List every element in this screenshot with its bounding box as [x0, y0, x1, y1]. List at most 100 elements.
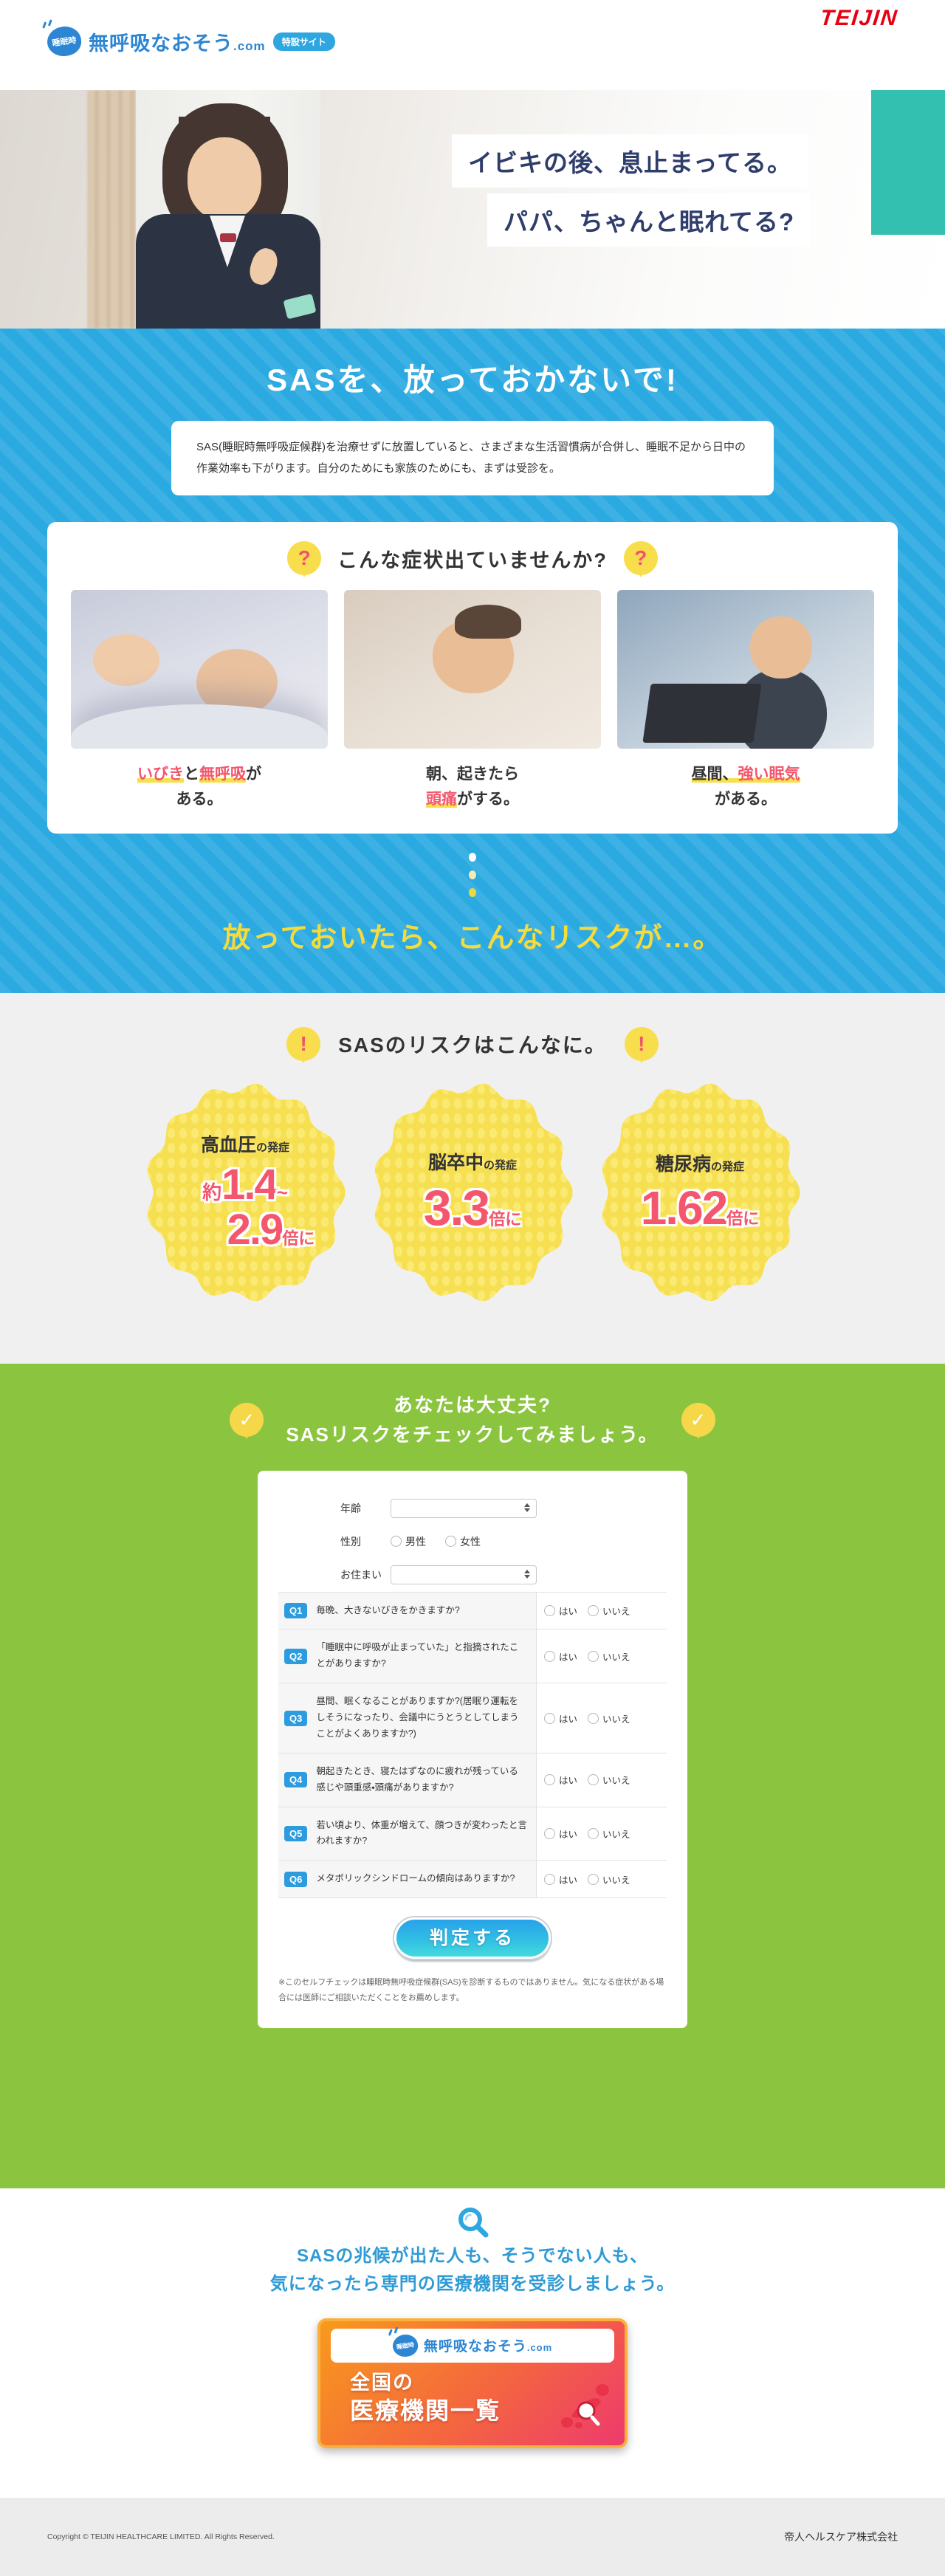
self-check-section: ✓ あなたは大丈夫? SASリスクをチェックしてみましょう。 ✓ 年齢 性別 男… [0, 1364, 945, 2188]
q3-no-radio[interactable]: いいえ [588, 1711, 630, 1725]
radio-icon [544, 1873, 555, 1885]
check-disclaimer: ※このセルフチェックは睡眠時無呼吸症候群(SAS)を診断するものではありません。… [278, 1978, 664, 2003]
intro-section: SASを、放っておかないで! SAS(睡眠時無呼吸症候群)を治療せずに放置してい… [0, 329, 945, 993]
risk-badge-hypertension: 高血圧の発症 約1.4~ 2.9倍に [142, 1082, 348, 1303]
age-select[interactable] [391, 1498, 537, 1518]
q1-yes-radio[interactable]: はい [544, 1604, 577, 1618]
cta-logo: 睡眠時 無呼吸なおそう.com [331, 2328, 614, 2363]
radio-icon [544, 1774, 555, 1786]
site-header: 睡眠時 無呼吸なおそう.com 特設サイト TEIJIN [0, 0, 945, 90]
residence-label: お住まい [340, 1568, 382, 1581]
q4-badge: Q4 [284, 1772, 308, 1788]
symptoms-heading: こんな症状出ていませんか? [337, 549, 608, 571]
judge-button[interactable]: 判定する [394, 1917, 551, 1960]
sleep-bubble-icon: 睡眠時 [45, 24, 83, 59]
select-arrows-icon [524, 1502, 530, 1512]
symptom-caption: 朝、起きたら 頭痛がする。 [426, 766, 519, 808]
hero-curtain-decor [87, 90, 136, 329]
question-row-q2: Q2 「睡眠中に呼吸が止まっていた」と指摘されたことがありますか? はい いいえ [278, 1629, 667, 1684]
question-row-q5: Q5 若い頃より、体重が増えて、顔つきが変わったと言われますか? はい いいえ [278, 1807, 667, 1861]
logo-title: 無呼吸なおそう.com [89, 32, 266, 55]
q4-no-radio[interactable]: いいえ [588, 1773, 630, 1787]
q1-badge: Q1 [284, 1603, 308, 1619]
q4-yes-radio[interactable]: はい [544, 1773, 577, 1787]
symptom-photo-snoring [71, 590, 328, 749]
q6-yes-radio[interactable]: はい [544, 1872, 577, 1886]
cta-big-line1: 全国の [350, 2371, 414, 2394]
sleep-bubble-icon: 睡眠時 [391, 2332, 419, 2359]
symptom-caption: 昼間、強い眠気 がある。 [691, 766, 800, 808]
transition-dots-decor [0, 853, 945, 898]
exclaim-balloon-icon: ! [624, 1027, 659, 1061]
q2-no-radio[interactable]: いいえ [588, 1649, 630, 1663]
hero-copy-line1: イビキの後、息止まってる。 [452, 134, 809, 188]
radio-icon [391, 1536, 402, 1548]
hero-teal-decor [871, 90, 945, 235]
company-name: 帝人ヘルスケア株式会社 [784, 2531, 898, 2543]
radio-icon [544, 1712, 555, 1724]
radio-icon [544, 1827, 555, 1839]
symptom-item-snoring: いびきと無呼吸が ある。 [71, 590, 328, 811]
copyright-text: Copyright © TEIJIN HEALTHCARE LIMITED. A… [47, 2532, 275, 2541]
question-table: Q1 毎晩、大きないびきをかきますか? はい いいえ Q2 「睡眠中に呼吸が止まって… [278, 1591, 667, 1899]
radio-icon [588, 1650, 599, 1662]
magnifier-icon [0, 2205, 945, 2242]
intro-heading: SASを、放っておかないで! [267, 363, 678, 397]
question-row-q4: Q4 朝起きたとき、寝たはずなのに疲れが残っている感じや頭重感・頭痛がありますか?… [278, 1753, 667, 1807]
symptom-item-headache: 朝、起きたら 頭痛がする。 [344, 590, 601, 811]
select-arrows-icon [524, 1569, 530, 1579]
radio-icon [445, 1536, 456, 1548]
q6-no-radio[interactable]: いいえ [588, 1872, 630, 1886]
exclaim-balloon-icon: ! [286, 1027, 321, 1061]
question-row-q3: Q3 昼間、眠くなることがありますか?(居眠り運転をしそうになったり、会議中にうと… [278, 1683, 667, 1754]
check-heading-line1: あなたは大丈夫? [394, 1394, 551, 1416]
gender-male-radio[interactable]: 男性 [391, 1534, 426, 1549]
check-heading-line2: SASリスクをチェックしてみましょう。 [286, 1423, 659, 1446]
radio-icon [588, 1873, 599, 1885]
symptoms-card: ? こんな症状出ていませんか? ? いびきと無呼吸が ある。 朝、起きたら 頭痛 [47, 522, 898, 834]
site-footer: Copyright © TEIJIN HEALTHCARE LIMITED. A… [0, 2498, 945, 2576]
teijin-logo[interactable]: TEIJIN [818, 6, 899, 30]
special-site-badge: 特設サイト [272, 32, 335, 51]
intro-body: SAS(睡眠時無呼吸症候群)を治療せずに放置していると、さまざまな生活習慣病が合… [196, 441, 746, 475]
question-balloon-icon: ? [623, 541, 658, 575]
radio-icon [544, 1605, 555, 1617]
symptom-photo-sleepiness [617, 590, 874, 749]
q1-no-radio[interactable]: いいえ [588, 1604, 630, 1618]
residence-select[interactable] [391, 1565, 537, 1584]
intro-box: SAS(睡眠時無呼吸症候群)を治療せずに放置していると、さまざまな生活習慣病が合… [171, 421, 774, 495]
age-label: 年齢 [340, 1502, 361, 1514]
medical-institutions-button[interactable]: 睡眠時 無呼吸なおそう.com 全国の 医療機関一覧 [317, 2318, 628, 2448]
risk-badge-stroke: 脳卒中の発症 3.3倍に [369, 1082, 576, 1303]
gender-female-radio[interactable]: 女性 [445, 1534, 481, 1549]
risk-section: ! SASのリスクはこんなに。 ! 高血圧の発症 約1.4~ 2.9倍に 脳卒中… [0, 993, 945, 1364]
symptom-item-sleepiness: 昼間、強い眠気 がある。 [617, 590, 874, 811]
cta-line2: 気になったら専門の医療機関を受診しましょう。 [269, 2274, 676, 2295]
radio-icon [544, 1650, 555, 1662]
q5-badge: Q5 [284, 1825, 308, 1841]
cta-big-line2: 医療機関一覧 [350, 2397, 501, 2424]
radio-icon [588, 1605, 599, 1617]
symptom-photo-headache [344, 590, 601, 749]
q5-yes-radio[interactable]: はい [544, 1827, 577, 1841]
risk-heading: SASのリスクはこんなに。 [338, 1034, 607, 1057]
hero-banner: イビキの後、息止まってる。 パパ、ちゃんと眠れてる? [0, 90, 945, 329]
q2-yes-radio[interactable]: はい [544, 1649, 577, 1663]
radio-icon [588, 1712, 599, 1724]
q5-no-radio[interactable]: いいえ [588, 1827, 630, 1841]
logo-bubble-label: 睡眠時 [51, 35, 78, 49]
gender-label: 性別 [340, 1535, 361, 1548]
site-logo[interactable]: 睡眠時 無呼吸なおそう.com 特設サイト [45, 24, 335, 59]
hero-copy-line2: パパ、ちゃんと眠れてる? [487, 193, 811, 247]
q3-badge: Q3 [284, 1710, 308, 1726]
hero-girl-photo [111, 103, 354, 329]
q2-badge: Q2 [284, 1648, 308, 1664]
risk-badge-diabetes: 糖尿病の発症 1.62倍に [597, 1082, 803, 1303]
radio-icon [588, 1774, 599, 1786]
question-row-q1: Q1 毎晩、大きないびきをかきますか? はい いいえ [278, 1592, 667, 1630]
self-check-form: 年齢 性別 男性 女性 お住まい Q1 毎晩、大きないびきをかきますか? はい い… [258, 1470, 687, 2028]
cta-section: SASの兆候が出た人も、そうでない人も、 気になったら専門の医療機関を受診しまし… [0, 2188, 945, 2498]
q3-yes-radio[interactable]: はい [544, 1711, 577, 1725]
risk-lead-heading: 放っておいたら、こんなリスクが…。 [222, 923, 723, 955]
